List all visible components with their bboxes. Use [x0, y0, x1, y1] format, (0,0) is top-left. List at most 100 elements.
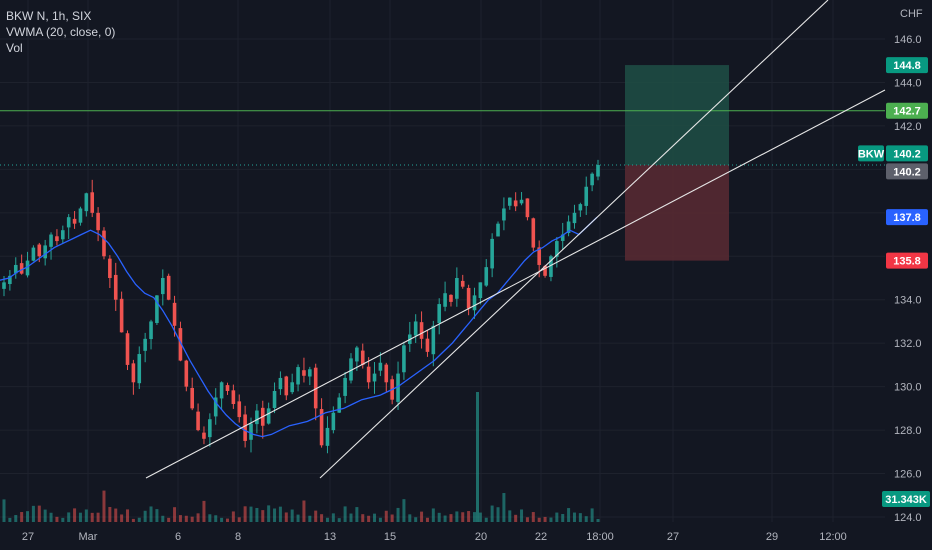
volume-bar	[296, 514, 300, 522]
last-price-tag-bg	[886, 145, 928, 162]
volume-bar	[126, 509, 130, 522]
hline-price-tag: 142.7	[893, 106, 921, 118]
candle-body	[119, 298, 124, 333]
candle-body	[125, 333, 130, 365]
volume-bar	[590, 508, 594, 522]
volume-bar	[461, 512, 465, 522]
volume-bar	[161, 515, 165, 522]
volume-bar	[490, 505, 494, 522]
volume-bar	[320, 514, 324, 522]
volume-bar	[502, 493, 506, 522]
drawing-lines[interactable]	[0, 0, 886, 479]
candle-body	[278, 377, 283, 390]
volume-bar	[149, 506, 153, 522]
volume-bar	[302, 500, 306, 522]
symbol-title[interactable]: BKW N, 1h, SIX	[6, 9, 92, 23]
volume-bar	[90, 512, 94, 522]
candle-body	[19, 263, 24, 274]
y-tick-label: 124.0	[894, 512, 922, 524]
volume-bar	[220, 517, 224, 522]
candle-body	[360, 350, 365, 365]
volume-bar	[555, 512, 559, 522]
volume-indicator-label[interactable]: Vol	[6, 41, 23, 55]
volume-bar	[43, 509, 47, 522]
volume-bar	[496, 507, 500, 522]
x-tick-label: 27	[22, 531, 34, 543]
x-tick-label: 20	[475, 531, 487, 543]
chart-legend: BKW N, 1h, SIX VWMA (20, close, 0) Vol	[6, 8, 115, 56]
volume-bar	[84, 509, 88, 522]
volume-bar	[278, 506, 282, 522]
candle-body	[513, 200, 518, 207]
volume-bar	[273, 508, 277, 522]
volume-bar	[31, 505, 35, 522]
volume-bar	[378, 517, 382, 522]
last-price-gray-tag-bg	[886, 163, 928, 180]
candle-body	[202, 432, 206, 439]
volume-bar	[114, 508, 118, 522]
x-tick-label: 18:00	[586, 531, 614, 543]
volume-bar	[61, 517, 65, 522]
candle-body	[466, 287, 471, 309]
target-price-tag: 144.8	[893, 60, 921, 72]
volume-bar	[120, 514, 124, 522]
candle-body	[396, 373, 400, 402]
candle-body	[255, 410, 259, 425]
candle-body	[55, 236, 59, 242]
time-axis[interactable]: 27 Mar 6 8 13 15 20 22 18:00 27 29 12:00	[22, 531, 847, 543]
ticker-tag: BKW	[858, 148, 885, 160]
candle-body	[337, 397, 342, 413]
candle-body	[443, 293, 447, 307]
candle-body	[302, 370, 306, 376]
candle-body	[455, 278, 459, 299]
candle-body	[237, 401, 242, 418]
volume-bar	[225, 518, 229, 522]
candle-body	[249, 423, 253, 440]
volume-bar	[467, 511, 471, 522]
volume-bars	[2, 392, 600, 522]
price-axis[interactable]: CHF146.0144.0142.0140.0138.0136.0134.013…	[894, 8, 923, 524]
volume-bar	[249, 506, 253, 522]
volume-bar	[508, 510, 512, 522]
candle-body	[478, 282, 483, 299]
candle-body	[537, 247, 541, 265]
candle-body	[149, 321, 153, 340]
vwma-indicator-label[interactable]: VWMA (20, close, 0)	[6, 25, 116, 39]
volume-bar	[178, 515, 182, 522]
y-tick-label: 128.0	[894, 425, 922, 437]
x-tick-label: 27	[667, 531, 679, 543]
candle-body	[378, 362, 383, 371]
volume-bar	[443, 515, 447, 522]
volume-bar	[361, 514, 365, 522]
candle-body	[49, 234, 53, 247]
volume-bar	[584, 516, 588, 522]
candle-body	[160, 278, 165, 295]
volume-tag: 31.343K	[885, 494, 927, 506]
candle-body	[355, 347, 359, 362]
x-tick-label: 15	[384, 531, 396, 543]
volume-bar	[14, 515, 18, 522]
last-price-tag: 140.2	[893, 148, 921, 160]
candle-body	[208, 419, 212, 438]
volume-bar	[290, 509, 294, 522]
candle-body	[507, 197, 512, 206]
volume-bar	[143, 510, 147, 522]
candle-body	[431, 325, 436, 355]
volume-bar	[355, 507, 359, 522]
volume-spike-bar	[476, 392, 479, 522]
candle-body	[519, 199, 524, 204]
position-zones	[625, 65, 729, 261]
x-tick-label: 29	[766, 531, 778, 543]
last-price-gray-tag: 140.2	[893, 166, 921, 178]
volume-bar	[425, 517, 429, 522]
candle-body	[584, 186, 589, 206]
volume-bar	[437, 512, 441, 522]
volume-bar	[137, 517, 141, 522]
candle-body	[308, 369, 312, 377]
candle-body	[449, 294, 453, 302]
axis-currency-label: CHF	[900, 8, 923, 20]
volume-bar	[314, 510, 318, 522]
hline-price-tag-bg	[886, 102, 928, 119]
candle-body	[72, 218, 77, 224]
